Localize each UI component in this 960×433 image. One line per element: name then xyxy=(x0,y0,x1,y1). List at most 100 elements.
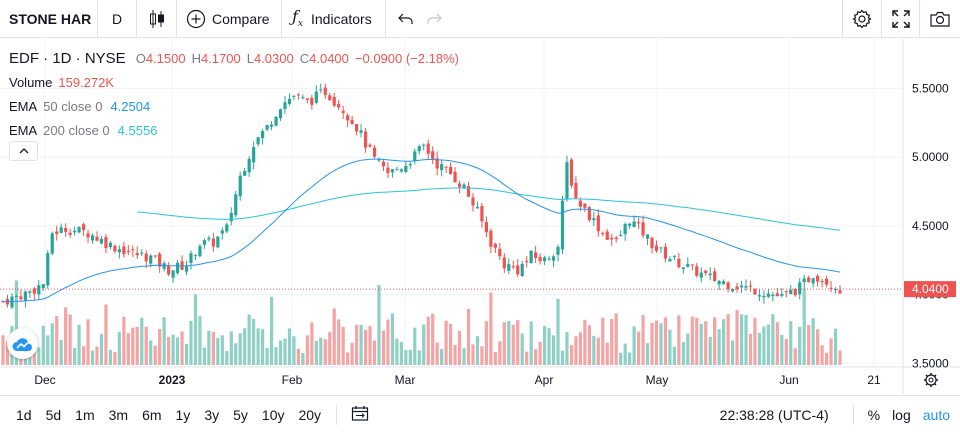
fullscreen-button[interactable] xyxy=(882,0,920,38)
candle-body xyxy=(699,272,703,278)
range-6m[interactable]: 6m xyxy=(142,406,162,423)
axis-settings-button[interactable] xyxy=(924,373,938,387)
range-1m[interactable]: 1m xyxy=(75,406,95,423)
auto-toggle[interactable]: auto xyxy=(922,406,950,423)
indicators-label[interactable]: Indicators xyxy=(311,10,372,27)
range-5d[interactable]: 5d xyxy=(45,406,62,423)
volume-bar xyxy=(475,336,480,365)
volume-bar xyxy=(453,344,457,365)
volume-bar xyxy=(395,338,399,365)
volume-bar xyxy=(113,351,117,365)
chart-type-button[interactable] xyxy=(137,0,177,38)
interval-label[interactable]: D xyxy=(111,10,123,27)
volume-bar xyxy=(122,316,126,365)
candle-body xyxy=(32,288,36,294)
settings-button[interactable] xyxy=(842,0,882,38)
candle-body xyxy=(672,255,676,257)
legend-ema200-row[interactable]: EMA 200 close 0 4.5556 xyxy=(9,118,459,142)
range-3y[interactable]: 3y xyxy=(204,406,220,423)
chevron-up-icon xyxy=(19,148,28,154)
volume-bar xyxy=(46,335,50,365)
candle-body xyxy=(55,231,59,234)
candle-body xyxy=(399,169,403,172)
percent-toggle[interactable]: % xyxy=(867,406,881,423)
range-10y[interactable]: 10y xyxy=(261,406,285,423)
candle-body xyxy=(81,224,86,231)
candle-body xyxy=(274,116,278,126)
interval-button[interactable]: D xyxy=(98,0,137,38)
candle-body xyxy=(14,295,19,297)
compare-label[interactable]: Compare xyxy=(212,10,270,27)
volume-bar xyxy=(386,319,390,365)
logo-badge[interactable] xyxy=(7,328,38,359)
legend-main-row[interactable]: EDF · 1D · NYSE O 4.1500 H 4.1700 L 4.0300 … xyxy=(9,46,459,70)
volume-bar xyxy=(748,334,753,365)
clock-timezone[interactable]: 22:38:28 (UTC-4) xyxy=(719,406,829,423)
range-20y[interactable]: 20y xyxy=(298,406,322,423)
candle-body xyxy=(265,124,269,130)
snapshot-button[interactable] xyxy=(920,0,960,38)
candle-body xyxy=(113,245,117,252)
candle-body xyxy=(534,252,538,258)
legend-ema50-row[interactable]: EMA 50 close 0 4.2504 xyxy=(9,94,459,118)
log-toggle[interactable]: log xyxy=(892,406,911,423)
legend-volume-row[interactable]: Volume 159.272K xyxy=(9,70,459,94)
legend-collapse-button[interactable] xyxy=(9,141,38,161)
candle-body xyxy=(332,96,336,106)
candle-body xyxy=(158,253,162,267)
compare-button[interactable]: Compare xyxy=(177,0,282,38)
candle-body xyxy=(636,222,641,224)
ohlc-low-value: 4.0300 xyxy=(253,50,294,66)
range-1y[interactable]: 1y xyxy=(175,406,191,423)
volume-bar xyxy=(730,340,735,365)
candle-body xyxy=(650,237,654,249)
volume-bar xyxy=(108,349,113,365)
volume-bar xyxy=(86,319,90,365)
candle-body xyxy=(605,231,609,240)
volume-bar xyxy=(211,331,215,365)
go-to-date-button[interactable] xyxy=(345,405,375,424)
candle-body xyxy=(730,288,735,292)
candle-body xyxy=(68,232,72,235)
range-5y[interactable]: 5y xyxy=(233,406,248,423)
candle-body xyxy=(440,164,444,171)
symbol-name[interactable]: STONE HAR xyxy=(9,10,92,27)
volume-bar xyxy=(426,316,430,365)
ohlc-close-value: 4.0400 xyxy=(309,50,349,66)
candle-body xyxy=(341,110,345,114)
volume-bar xyxy=(677,315,681,365)
volume-bar xyxy=(95,346,99,365)
undo-button[interactable] xyxy=(392,0,420,38)
volume-bar xyxy=(104,304,108,365)
legend-title[interactable]: EDF · 1D · NYSE xyxy=(9,49,126,67)
candle-body xyxy=(95,236,99,241)
candle-body xyxy=(252,147,256,163)
time-axis[interactable]: Dec 2023 Feb Mar Apr May Jun 21 xyxy=(34,373,881,387)
volume-bar xyxy=(431,313,435,365)
candle-body xyxy=(19,296,23,300)
candle-body xyxy=(122,246,126,255)
volume-bar xyxy=(220,335,224,365)
range-3m[interactable]: 3m xyxy=(108,406,129,423)
indicators-button[interactable]: ƒx Indicators xyxy=(282,0,386,38)
ohlc-high-value: 4.1700 xyxy=(200,50,241,66)
range-1d[interactable]: 1d xyxy=(16,406,32,423)
volume-bar xyxy=(762,326,766,365)
volume-bar xyxy=(90,350,95,365)
volume-bar xyxy=(525,351,529,365)
cloud-chart-icon xyxy=(12,337,32,351)
redo-button[interactable] xyxy=(420,0,448,38)
last-price-label: 4.0400 xyxy=(904,281,956,298)
candle-body xyxy=(287,98,292,104)
ohlc-change: −0.0900 (−2.18%) xyxy=(354,50,459,66)
volume-bar xyxy=(457,330,462,365)
candle-body xyxy=(574,182,578,199)
candle-body xyxy=(90,235,95,241)
symbol-search[interactable]: STONE HAR xyxy=(0,0,98,38)
candle-body xyxy=(372,147,377,157)
candlesticks[interactable] xyxy=(1,83,842,310)
divider xyxy=(852,404,854,425)
